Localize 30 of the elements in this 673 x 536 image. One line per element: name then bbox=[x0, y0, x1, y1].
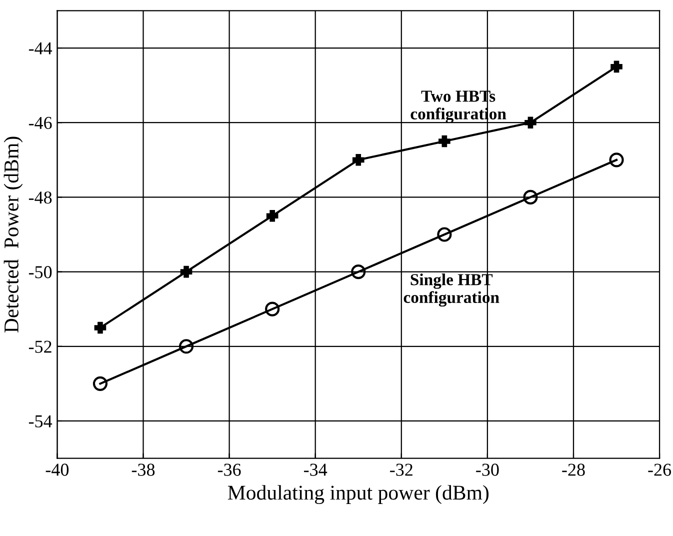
point bbox=[351, 264, 366, 280]
x-tick-label: -38 bbox=[132, 464, 155, 476]
x-tick-label: -28 bbox=[562, 464, 585, 476]
y-tick-label: -52 bbox=[28, 340, 52, 353]
point bbox=[437, 227, 452, 242]
x-tick-label: -30 bbox=[476, 464, 499, 476]
y-axis-title: Detected Power (dBm) bbox=[4, 136, 23, 333]
point bbox=[265, 302, 280, 316]
point bbox=[524, 116, 536, 129]
point bbox=[180, 266, 192, 278]
x-tick-label: -34 bbox=[304, 464, 328, 476]
y-tick-label: -46 bbox=[28, 116, 52, 130]
point bbox=[523, 190, 538, 204]
x-tick-label: -32 bbox=[390, 464, 412, 476]
x-tick-label: -26 bbox=[648, 464, 672, 476]
x-tick-label: -36 bbox=[218, 464, 241, 476]
point bbox=[178, 339, 194, 354]
point bbox=[94, 322, 106, 334]
point bbox=[92, 376, 108, 391]
point bbox=[438, 135, 450, 148]
x-tick-label: -40 bbox=[46, 464, 69, 476]
point bbox=[610, 60, 622, 73]
point bbox=[609, 152, 624, 168]
y-tick-label: -48 bbox=[28, 191, 52, 204]
y-tick-label: -54 bbox=[28, 415, 52, 428]
point bbox=[352, 154, 364, 166]
y-tick-label: -50 bbox=[28, 266, 52, 278]
point bbox=[266, 210, 278, 222]
y-tick-label: -44 bbox=[28, 42, 52, 54]
x-axis-title: Modulating input power (dBm) bbox=[228, 485, 489, 504]
